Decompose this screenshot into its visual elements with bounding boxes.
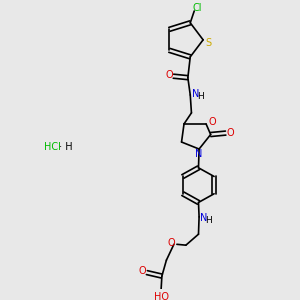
Text: N: N: [200, 213, 208, 223]
Text: Cl: Cl: [193, 3, 202, 13]
Text: O: O: [165, 70, 173, 80]
Text: H: H: [205, 216, 212, 225]
Text: · H: · H: [56, 142, 72, 152]
Text: H: H: [197, 92, 203, 100]
Text: N: N: [195, 149, 202, 159]
Text: O: O: [208, 117, 216, 127]
Text: O: O: [226, 128, 234, 137]
Text: O: O: [167, 238, 175, 248]
Text: N: N: [192, 89, 199, 99]
Text: O: O: [138, 266, 146, 276]
Text: HCl: HCl: [44, 142, 61, 152]
Text: S: S: [206, 38, 212, 48]
Text: HO: HO: [154, 292, 169, 300]
